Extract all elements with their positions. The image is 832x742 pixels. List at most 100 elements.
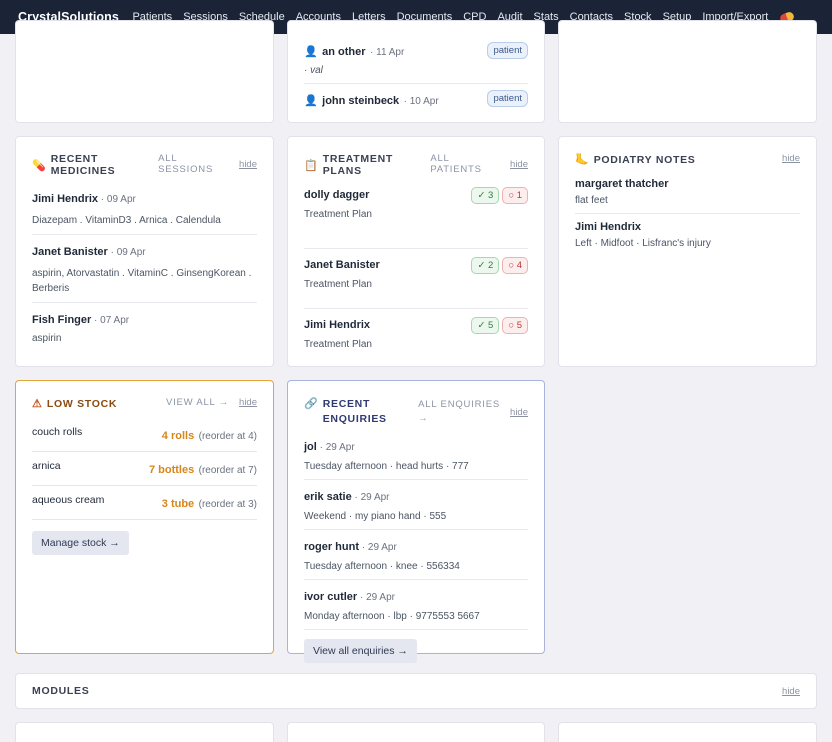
item-date: 07 Apr bbox=[100, 315, 130, 326]
person-icon: 👤 bbox=[304, 95, 318, 107]
recent-medicines-card: 💊 RECENT MEDICINES ALL SESSIONS hide Jimi… bbox=[15, 136, 274, 367]
view-all-link[interactable]: VIEW ALL → bbox=[165, 397, 230, 408]
enquiry-name[interactable]: jol bbox=[304, 441, 317, 453]
list-item[interactable]: 👤 john steinbeck · 10 Apr patient bbox=[304, 84, 528, 115]
done-count-badge: ✓ 2 bbox=[471, 257, 500, 274]
stock-item-name: arnica bbox=[32, 460, 61, 472]
list-item[interactable]: Fish Finger · 07 Apr aspirin bbox=[32, 303, 257, 344]
list-item[interactable]: jol · 29 Apr Tuesday afternoon · head hu… bbox=[304, 437, 528, 480]
card-title-line2: ENQUIRIES bbox=[322, 413, 387, 425]
patient-date: 10 Apr bbox=[409, 96, 439, 107]
enquiry-name[interactable]: ivor cutler bbox=[304, 591, 358, 603]
list-item[interactable]: ivor cutler · 29 Apr Monday afternoon · … bbox=[304, 580, 528, 630]
manage-stock-button[interactable]: Manage stock → bbox=[32, 531, 129, 555]
warning-icon: ⚠ bbox=[32, 398, 42, 410]
patient-name[interactable]: Jimi Hendrix bbox=[32, 193, 99, 205]
link-icon: 🔗 bbox=[304, 398, 318, 410]
stock-qty: 7 bottles bbox=[148, 464, 195, 476]
patient-name[interactable]: Fish Finger bbox=[32, 314, 92, 326]
stock-row[interactable]: arnica 7 bottles (reorder at 7) bbox=[32, 452, 257, 486]
patient-name[interactable]: Jimi Hendrix bbox=[575, 221, 642, 233]
hide-link[interactable]: hide bbox=[510, 158, 528, 170]
open-count-badge: ○ 5 bbox=[502, 317, 528, 334]
item-date: 29 Apr bbox=[325, 442, 355, 453]
list-item[interactable]: 👤 an other · 11 Apr · val patient bbox=[304, 42, 528, 84]
top-right-card bbox=[558, 20, 817, 123]
plan-label: Treatment Plan bbox=[304, 339, 372, 350]
module-card bbox=[558, 722, 817, 742]
patient-name[interactable]: Jimi Hendrix bbox=[304, 319, 371, 331]
stock-item-name: couch rolls bbox=[32, 426, 83, 438]
medicine-list: aspirin, Atorvastatin . VitaminC . Ginse… bbox=[32, 268, 252, 294]
list-item[interactable]: dolly dagger Treatment Plan ✓ 3 ○ 1 bbox=[304, 187, 528, 249]
module-card bbox=[15, 722, 274, 742]
patient-date: 11 Apr bbox=[376, 47, 405, 58]
done-count-badge: ✓ 3 bbox=[471, 187, 500, 204]
card-title: RECENT bbox=[322, 398, 371, 410]
list-item[interactable]: Jimi Hendrix · 09 Apr Diazepam . Vitamin… bbox=[32, 189, 257, 235]
low-stock-card: ⚠ LOW STOCK VIEW ALL → hide couch rolls 4… bbox=[15, 380, 274, 654]
plan-label: Treatment Plan bbox=[304, 209, 372, 220]
enquiry-detail: Tuesday afternoon · head hurts · 777 bbox=[304, 461, 469, 472]
done-count-badge: ✓ 5 bbox=[471, 317, 500, 334]
treatment-plans-card: 📋 TREATMENT PLANS ALL PATIENTS hide dolly… bbox=[287, 136, 545, 367]
note-text: flat feet bbox=[575, 195, 608, 206]
reorder-text: (reorder at 7) bbox=[198, 465, 257, 476]
hide-link[interactable]: hide bbox=[239, 158, 257, 170]
plan-label: Treatment Plan bbox=[304, 279, 372, 290]
enquiry-name[interactable]: roger hunt bbox=[304, 541, 359, 553]
card-title: LOW STOCK bbox=[46, 397, 118, 410]
view-all-enquiries-button[interactable]: View all enquiries → bbox=[304, 639, 417, 663]
patient-name[interactable]: Janet Banister bbox=[304, 259, 380, 271]
clipboard-icon: 📋 bbox=[304, 159, 318, 172]
open-count-badge: ○ 4 bbox=[502, 257, 528, 274]
hide-link[interactable]: hide bbox=[510, 406, 528, 418]
modules-title: MODULES bbox=[32, 685, 90, 697]
all-enquiries-link[interactable]: ALL ENQUIRIES → bbox=[418, 398, 500, 426]
enquiry-name[interactable]: erik satie bbox=[304, 491, 352, 503]
hide-link[interactable]: hide bbox=[239, 397, 257, 408]
note-text: Left · Midfoot · Lisfranc's injury bbox=[575, 238, 711, 249]
recent-patients-card: 👤 an other · 11 Apr · val patient 👤 john… bbox=[287, 20, 545, 123]
patient-name[interactable]: Janet Banister bbox=[32, 246, 108, 258]
reorder-text: (reorder at 4) bbox=[198, 431, 257, 442]
enquiry-detail: Weekend · my piano hand · 555 bbox=[304, 511, 447, 522]
list-item[interactable]: roger hunt · 29 Apr Tuesday afternoon · … bbox=[304, 530, 528, 580]
item-date: 29 Apr bbox=[367, 542, 397, 553]
list-item[interactable]: Janet Banister Treatment Plan ✓ 2 ○ 4 bbox=[304, 249, 528, 309]
stock-row[interactable]: couch rolls 4 rolls (reorder at 4) bbox=[32, 426, 257, 452]
medicine-list: Diazepam . VitaminD3 . Arnica . Calendul… bbox=[32, 215, 221, 226]
patient-name[interactable]: dolly dagger bbox=[304, 189, 370, 201]
list-item[interactable]: Janet Banister · 09 Apr aspirin, Atorvas… bbox=[32, 235, 257, 303]
all-sessions-link[interactable]: ALL SESSIONS bbox=[158, 153, 214, 175]
person-icon: 👤 bbox=[304, 46, 318, 58]
all-patients-link[interactable]: ALL PATIENTS bbox=[430, 153, 482, 175]
list-item[interactable]: Jimi Hendrix Treatment Plan ✓ 5 ○ 5 bbox=[304, 309, 528, 359]
list-item[interactable]: erik satie · 29 Apr Weekend · my piano h… bbox=[304, 480, 528, 530]
stock-row[interactable]: aqueous cream 3 tube (reorder at 3) bbox=[32, 486, 257, 520]
card-title: TREATMENT PLANS bbox=[322, 153, 393, 177]
podiatry-notes-card: 🦶 PODIATRY NOTES hide margaret thatcher f… bbox=[558, 136, 817, 367]
all-enquiries-label: ALL ENQUIRIES bbox=[418, 399, 501, 410]
patient-name[interactable]: margaret thatcher bbox=[575, 178, 669, 190]
pill-icon: 💊 bbox=[32, 159, 46, 172]
patient-badge: patient bbox=[487, 90, 528, 107]
medicine-list: aspirin bbox=[32, 333, 62, 344]
modules-card: MODULES hide bbox=[15, 673, 817, 709]
patient-badge: patient bbox=[487, 42, 528, 59]
foot-icon: 🦶 bbox=[575, 154, 589, 166]
card-title: RECENT MEDICINES bbox=[50, 153, 116, 177]
arrow-right-icon: → bbox=[418, 413, 429, 424]
enquiry-detail: Monday afternoon · lbp · 9775553 5667 bbox=[304, 611, 480, 622]
list-item[interactable]: margaret thatcher flat feet bbox=[575, 178, 800, 214]
list-item[interactable]: Jimi Hendrix Left · Midfoot · Lisfranc's… bbox=[575, 214, 800, 249]
item-date: 09 Apr bbox=[116, 247, 146, 258]
hide-link[interactable]: hide bbox=[782, 685, 800, 697]
patient-name[interactable]: an other bbox=[322, 46, 366, 58]
hide-link[interactable]: hide bbox=[782, 153, 800, 164]
recent-enquiries-card: 🔗 RECENT ENQUIRIES ALL ENQUIRIES → hide jo… bbox=[287, 380, 545, 663]
item-date: 09 Apr bbox=[106, 194, 136, 205]
patient-name[interactable]: john steinbeck bbox=[322, 95, 400, 107]
stock-qty: 3 tube bbox=[161, 498, 195, 510]
stock-item-name: aqueous cream bbox=[32, 494, 105, 506]
